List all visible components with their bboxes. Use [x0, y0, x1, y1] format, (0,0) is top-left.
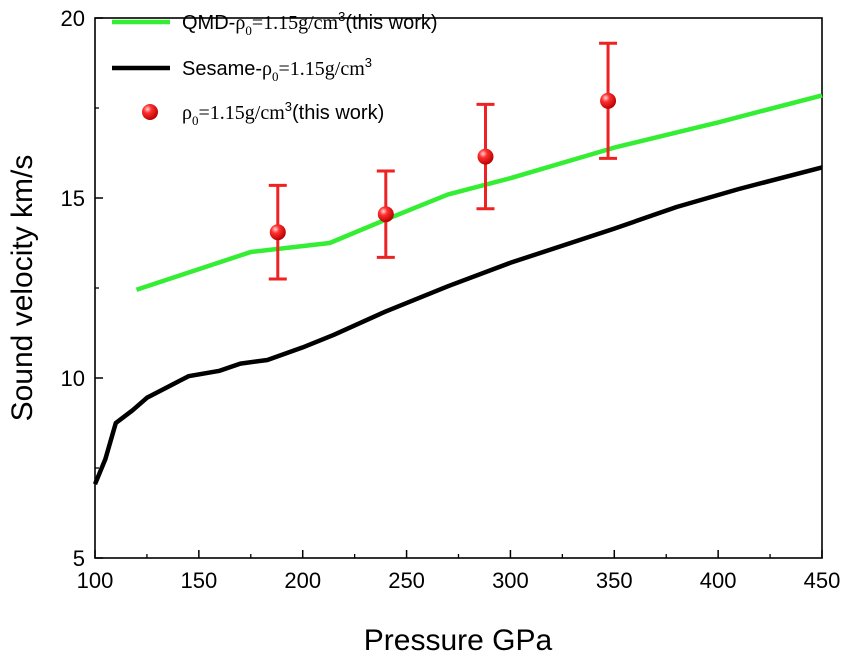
x-tick-label: 250 [388, 568, 425, 593]
x-tick-label: 100 [77, 568, 114, 593]
series-layer [92, 41, 823, 486]
x-axis-title: Pressure GPa [364, 624, 553, 657]
tick-labels: 100 150 200 250 300 350 400 450 5 10 15 20 [61, 6, 841, 593]
plot-frame [94, 17, 823, 559]
y-tick-label: 20 [61, 6, 85, 31]
x-tick-label: 400 [700, 568, 737, 593]
x-tick-label: 450 [804, 568, 841, 593]
data-point [377, 206, 394, 223]
tick-marks [94, 17, 823, 559]
legend-label-1: Sesame-ρ0=1.15g/cm3 [182, 55, 372, 84]
legend: QMD-ρ0=1.15g/cm3(this work) Sesame-ρ0=1.1… [112, 9, 438, 128]
data-point [600, 92, 617, 109]
series-line-1 [92, 165, 823, 486]
y-axis-title: Sound velocity km/s [6, 155, 39, 422]
x-tick-label: 300 [492, 568, 529, 593]
legend-swatch-2 [142, 104, 158, 120]
legend-label-2: ρ0=1.15g/cm3(this work) [182, 99, 384, 128]
x-tick-label: 350 [596, 568, 633, 593]
x-tick-label: 150 [180, 568, 217, 593]
data-point [269, 224, 286, 241]
y-tick-label: 10 [61, 366, 85, 391]
x-tick-label: 200 [284, 568, 321, 593]
y-tick-label: 5 [73, 546, 85, 571]
legend-label-0: QMD-ρ0=1.15g/cm3(this work) [182, 9, 438, 38]
y-tick-label: 15 [61, 186, 85, 211]
data-point [477, 148, 494, 165]
